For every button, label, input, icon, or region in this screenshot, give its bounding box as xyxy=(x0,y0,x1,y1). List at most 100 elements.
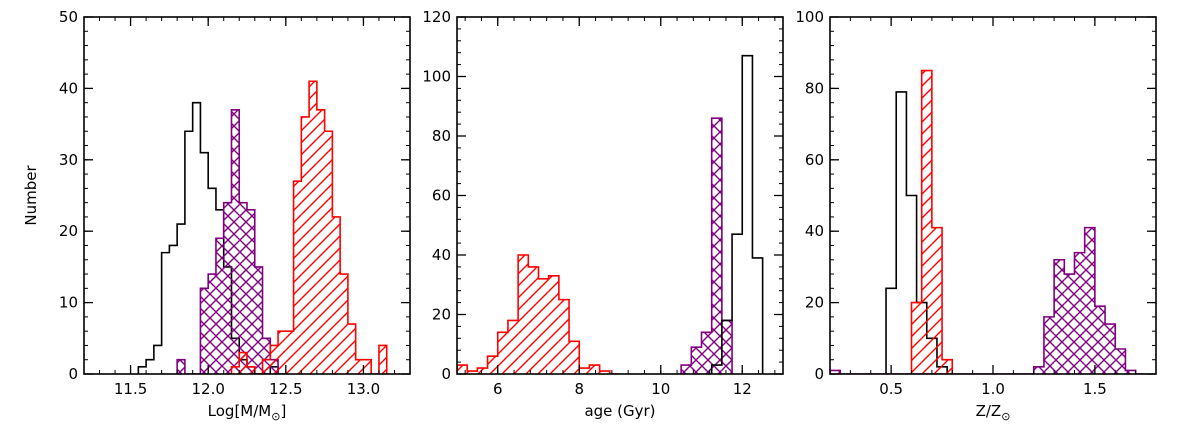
hist-bar xyxy=(497,332,508,374)
y-tick-label: 60 xyxy=(432,187,451,205)
x-tick-label: 13.0 xyxy=(347,380,380,398)
y-tick-label: 0 xyxy=(441,365,451,383)
hist-outline xyxy=(830,226,1146,374)
hist-bar xyxy=(223,202,232,374)
hist-outline xyxy=(710,54,764,374)
hist-bar xyxy=(701,332,712,374)
panel-1: 11.5 12.0 12.5 13.0 0 10 20 30 40 50 Log[M/M⊙] Numb… xyxy=(22,8,411,423)
series-diagonal xyxy=(457,254,620,374)
hist-outline xyxy=(176,109,279,374)
hist-bar xyxy=(589,365,600,374)
hist-bar xyxy=(1105,324,1116,374)
hist-bar xyxy=(1094,306,1106,374)
hist-bar xyxy=(239,352,247,374)
hist-bar xyxy=(316,109,325,374)
hist-bar xyxy=(1064,274,1075,374)
hist-bar xyxy=(247,209,255,374)
hist-bar xyxy=(528,266,539,374)
axes-frame xyxy=(456,16,784,375)
hist-bar xyxy=(363,359,372,374)
y-tick-label: 60 xyxy=(805,151,824,169)
hist-bar xyxy=(215,238,224,374)
x-axis-label: age (Gyr) xyxy=(584,402,655,420)
hist-bar xyxy=(579,368,590,374)
series-crosshatch xyxy=(680,117,733,374)
hist-bar xyxy=(942,359,953,374)
hist-bar xyxy=(262,359,271,374)
panel-3: 0.5 1.0 1.5 0 20 40 60 80 100 Z/Z⊙ xyxy=(795,8,1157,423)
hist-bar xyxy=(711,118,722,374)
hist-bar xyxy=(262,338,271,374)
hist-bar xyxy=(231,109,240,374)
series-diagonal xyxy=(910,69,954,374)
hist-bar xyxy=(208,274,216,374)
hist-bar xyxy=(558,299,570,374)
y-tick-label: 20 xyxy=(59,222,78,240)
x-tick-label: 12.0 xyxy=(191,380,224,398)
hist-bar xyxy=(270,345,279,374)
y-tick-label: 80 xyxy=(432,127,451,145)
hist-bar xyxy=(518,255,529,374)
x-axis-label: Log[M/M⊙] xyxy=(208,402,287,423)
x-tick-label: 10 xyxy=(651,380,670,398)
x-tick-label: 0.5 xyxy=(879,380,903,398)
x-tick-label: 11.5 xyxy=(114,380,147,398)
series-crosshatch xyxy=(830,226,1146,374)
hist-bar xyxy=(457,365,468,374)
hist-bar xyxy=(548,275,559,374)
hist-bar xyxy=(1043,316,1055,374)
x-tick-label: 8 xyxy=(574,380,584,398)
hist-outline xyxy=(457,254,620,374)
hist-bar xyxy=(507,320,519,374)
hist-bar xyxy=(830,370,841,374)
hist-bar xyxy=(332,216,341,374)
hist-bar xyxy=(721,320,733,374)
hist-bar xyxy=(931,227,943,374)
hist-bar xyxy=(278,331,286,374)
hist-bar xyxy=(921,70,932,374)
y-tick-label: 30 xyxy=(59,151,78,169)
hist-bar xyxy=(538,278,549,374)
x-tick-label: 6 xyxy=(493,380,503,398)
x-tick-label: 12.5 xyxy=(269,380,302,398)
hist-bar xyxy=(254,266,263,374)
hist-bar xyxy=(1054,259,1065,374)
plot-area xyxy=(137,80,388,374)
y-tick-label: 40 xyxy=(805,222,824,240)
hist-bar xyxy=(309,81,317,374)
hist-bar xyxy=(1084,227,1095,374)
x-tick-label: 1.5 xyxy=(1083,380,1107,398)
hist-outline xyxy=(910,69,954,374)
x-tick-label: 1.0 xyxy=(981,380,1005,398)
hist-bar xyxy=(324,131,333,374)
x-axis-label: Z/Z⊙ xyxy=(976,402,1011,423)
hist-bar xyxy=(1125,370,1136,374)
y-tick-label: 40 xyxy=(432,246,451,264)
hist-bar xyxy=(681,365,692,374)
hist-bar xyxy=(285,331,294,374)
y-tick-label: 100 xyxy=(422,68,451,86)
y-tick-label: 50 xyxy=(59,8,78,26)
axes-frame xyxy=(83,16,411,375)
hist-bar xyxy=(599,371,610,374)
hist-bar xyxy=(247,366,255,374)
y-tick-label: 100 xyxy=(795,8,824,26)
y-axis-label: Number xyxy=(22,165,40,226)
plot-area xyxy=(457,54,764,374)
hist-bar xyxy=(355,359,364,374)
y-tick-label: 20 xyxy=(805,294,824,312)
hist-bar xyxy=(239,202,247,374)
hist-bar xyxy=(1074,252,1085,374)
y-tick-label: 0 xyxy=(814,365,824,383)
hist-bar xyxy=(911,302,922,374)
series-crosshatch xyxy=(176,109,279,374)
y-tick-label: 10 xyxy=(59,294,78,312)
axes-frame xyxy=(829,16,1157,375)
y-tick-label: 80 xyxy=(805,79,824,97)
hist-bar xyxy=(467,371,478,374)
hist-bar xyxy=(340,274,348,374)
hist-bar xyxy=(347,324,356,374)
hist-bar xyxy=(378,345,387,374)
